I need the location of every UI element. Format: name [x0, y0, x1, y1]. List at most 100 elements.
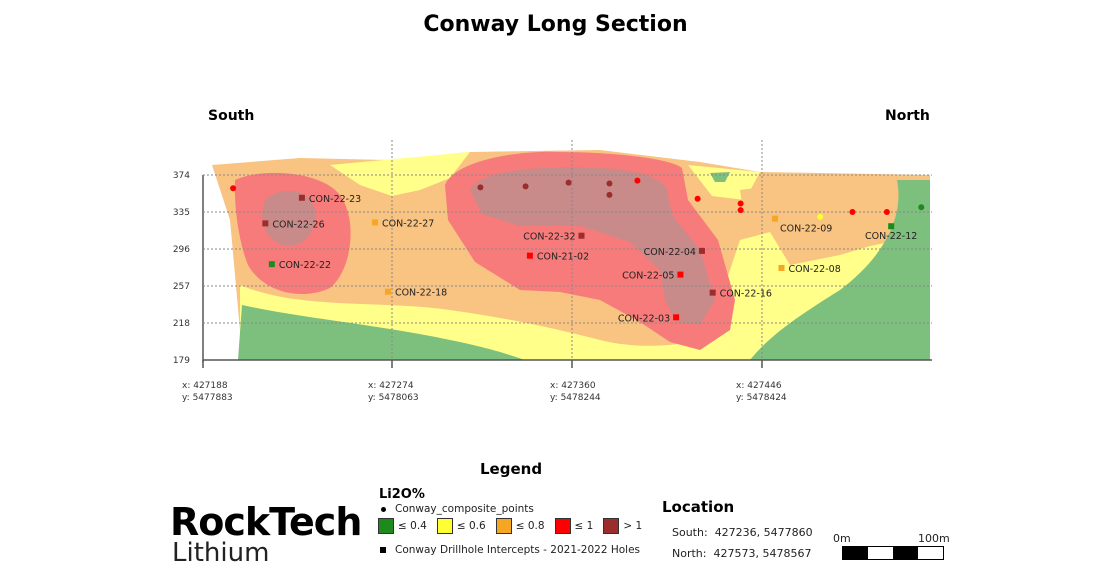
legend-class-label: ≤ 0.6 — [456, 520, 486, 532]
composite-point — [883, 208, 890, 215]
north-coord-label: North: — [672, 547, 707, 560]
drillhole-marker — [526, 252, 533, 259]
drillhole-label: CON-22-08 — [788, 264, 840, 275]
drillhole-label: CON-22-12 — [865, 231, 917, 242]
drillhole-marker — [262, 220, 269, 227]
legend-swatch — [436, 518, 453, 534]
contour-yellow-top — [330, 152, 470, 196]
north-coord-value: 427573, 5478567 — [713, 547, 812, 560]
contour-orange-right — [740, 180, 910, 256]
drillhole-label: CON-22-32 — [523, 232, 575, 243]
drillhole-marker — [673, 314, 680, 321]
composite-point — [477, 184, 484, 191]
legend-swatch — [378, 518, 394, 534]
long-section-plot: 374 335 296 257 218 179 CON-22-23 CON-22-… — [173, 140, 932, 368]
composite-point — [606, 191, 613, 198]
elev-tick: 257 — [173, 282, 190, 292]
drillhole-label: CON-22-23 — [309, 194, 361, 205]
composite-point — [737, 207, 744, 214]
legend-class-label: ≤ 0.8 — [515, 520, 545, 532]
drillhole-marker — [888, 223, 895, 230]
north-label: North — [885, 108, 930, 124]
legend-swatch — [554, 518, 571, 534]
drillhole-label: CON-22-16 — [720, 289, 772, 300]
tick-x-label: x: 427446 — [736, 381, 782, 391]
drillhole-marker — [772, 215, 779, 222]
legend-swatch — [603, 518, 620, 534]
legend-title: Legend — [480, 460, 543, 478]
drillhole-label: CON-22-26 — [272, 219, 324, 230]
drillhole-marker — [778, 264, 785, 271]
drillhole-label: CON-22-22 — [279, 260, 331, 271]
elev-tick: 179 — [173, 356, 190, 366]
contour-green-right — [750, 180, 930, 360]
tick-y-label: y: 5478063 — [368, 393, 419, 403]
tick-x-label: x: 427188 — [182, 381, 228, 391]
composite-point — [849, 208, 856, 215]
tick-x-label: x: 427274 — [368, 381, 414, 391]
composite-point — [565, 179, 572, 186]
tick-y-label: y: 5478244 — [550, 393, 601, 403]
south-coord-label: South: — [672, 526, 708, 539]
drillhole-marker — [372, 219, 379, 226]
drillhole-marker — [384, 288, 391, 295]
logo-rocktech: RockTech — [170, 500, 362, 544]
drillhole-label: CON-22-09 — [780, 224, 832, 235]
drillhole-label: CON-22-04 — [644, 247, 696, 258]
drillhole-label: CON-21-02 — [537, 252, 589, 263]
tick-y-label: y: 5478424 — [736, 393, 787, 403]
drillhole-label: CON-22-18 — [395, 288, 447, 299]
legend-class-label: ≤ 1 — [574, 520, 594, 532]
markers: CON-22-23 CON-22-26 CON-22-22 CON-22-27 CON-… — [230, 177, 925, 324]
composite-point — [918, 204, 925, 211]
legend-subtitle: Li2O% — [379, 487, 425, 502]
location-tick-0: x: 427188 y: 5477883 — [182, 380, 233, 404]
axes: 374 335 296 257 218 179 — [173, 140, 932, 368]
grade-contours — [212, 150, 930, 360]
location-tick-3: x: 427446 y: 5478424 — [736, 380, 787, 404]
logo-lithium: Lithium — [172, 538, 270, 568]
drillhole-marker — [268, 261, 275, 268]
legend-drillhole-label: Conway Drillhole Intercepts - 2021-2022 … — [395, 544, 641, 556]
composite-point — [522, 183, 529, 190]
location-title: Location — [662, 498, 735, 516]
dot-icon — [381, 506, 386, 512]
legend-swatch — [495, 518, 512, 534]
contour-grey-center — [470, 167, 715, 325]
drillhole-marker — [578, 232, 585, 239]
composite-point — [694, 195, 701, 202]
contour-grey-left — [262, 190, 316, 246]
legend-classes: ≤ 0.4 ≤ 0.6 ≤ 0.8 ≤ 1 > 1 — [378, 518, 648, 534]
tick-y-label: y: 5477883 — [182, 393, 233, 403]
composite-point — [230, 185, 237, 192]
drillhole-label: CON-22-05 — [622, 271, 674, 282]
scale-start: 0m — [833, 532, 851, 545]
contour-yellow-bottom — [240, 180, 930, 360]
contour-green-left — [238, 305, 525, 360]
page-title: Conway Long Section — [423, 12, 688, 37]
south-coord-value: 427236, 5477860 — [714, 526, 813, 539]
elev-tick: 374 — [173, 171, 190, 181]
legend-composite-label: Conway_composite_points — [395, 503, 534, 515]
drillhole-label: CON-22-03 — [618, 313, 670, 324]
location-tick-1: x: 427274 y: 5478063 — [368, 380, 419, 404]
composite-point — [737, 200, 744, 207]
south-label: South — [208, 108, 255, 124]
tick-x-label: x: 427360 — [550, 381, 596, 391]
elev-tick: 218 — [173, 319, 190, 329]
legend-drillholes: Conway Drillhole Intercepts - 2021-2022 … — [380, 544, 640, 556]
elev-tick: 335 — [173, 208, 190, 218]
composite-point — [817, 213, 824, 220]
square-icon — [380, 547, 386, 553]
location-north: North: 427573, 5478567 — [672, 547, 811, 560]
legend-composite: Conway_composite_points — [381, 503, 534, 515]
location-tick-2: x: 427360 y: 5478244 — [550, 380, 601, 404]
composite-point — [634, 177, 641, 184]
legend-class-label: ≤ 0.4 — [398, 520, 427, 532]
scale-bar — [842, 546, 944, 560]
drillhole-marker — [698, 247, 705, 254]
scale-end: 100m — [918, 532, 950, 545]
drillhole-marker — [677, 271, 684, 278]
drillhole-marker — [298, 194, 305, 201]
drillhole-marker — [709, 289, 716, 296]
